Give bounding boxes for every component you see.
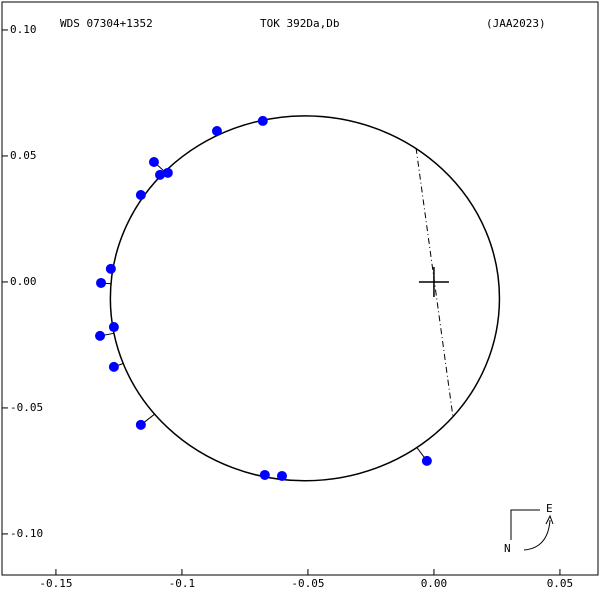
y-tick-label: 0.05 — [10, 149, 37, 162]
subtitle: TOK 392Da,Db — [260, 17, 339, 30]
observation — [136, 420, 146, 430]
reference: (JAA2023) — [486, 17, 546, 30]
observation — [96, 278, 106, 288]
observation — [163, 168, 173, 178]
x-tick-label: -0.05 — [291, 577, 324, 590]
observation — [136, 190, 146, 200]
observation — [212, 126, 222, 136]
observation — [109, 362, 119, 372]
observation — [258, 116, 268, 126]
x-tick-label: 0.05 — [547, 577, 574, 590]
y-tick-label: -0.10 — [10, 527, 43, 540]
observation — [260, 470, 270, 480]
observation — [277, 471, 287, 481]
x-tick-label: 0.00 — [421, 577, 448, 590]
y-tick-label: 0.00 — [10, 275, 37, 288]
chart-title: WDS 07304+1352 — [60, 17, 153, 30]
x-tick-label: -0.1 — [169, 577, 196, 590]
observation — [109, 322, 119, 332]
primary-star — [419, 267, 449, 297]
compass-north: N — [504, 542, 511, 555]
observation — [95, 331, 105, 341]
observation — [422, 456, 432, 466]
observation — [106, 264, 116, 274]
y-tick-label: -0.05 — [10, 401, 43, 414]
compass-east: E — [546, 502, 553, 515]
compass: E N — [504, 502, 553, 555]
frame — [2, 2, 598, 575]
x-tick-label: -0.15 — [39, 577, 72, 590]
y-tick-label: 0.10 — [10, 23, 37, 36]
observation — [149, 157, 159, 167]
